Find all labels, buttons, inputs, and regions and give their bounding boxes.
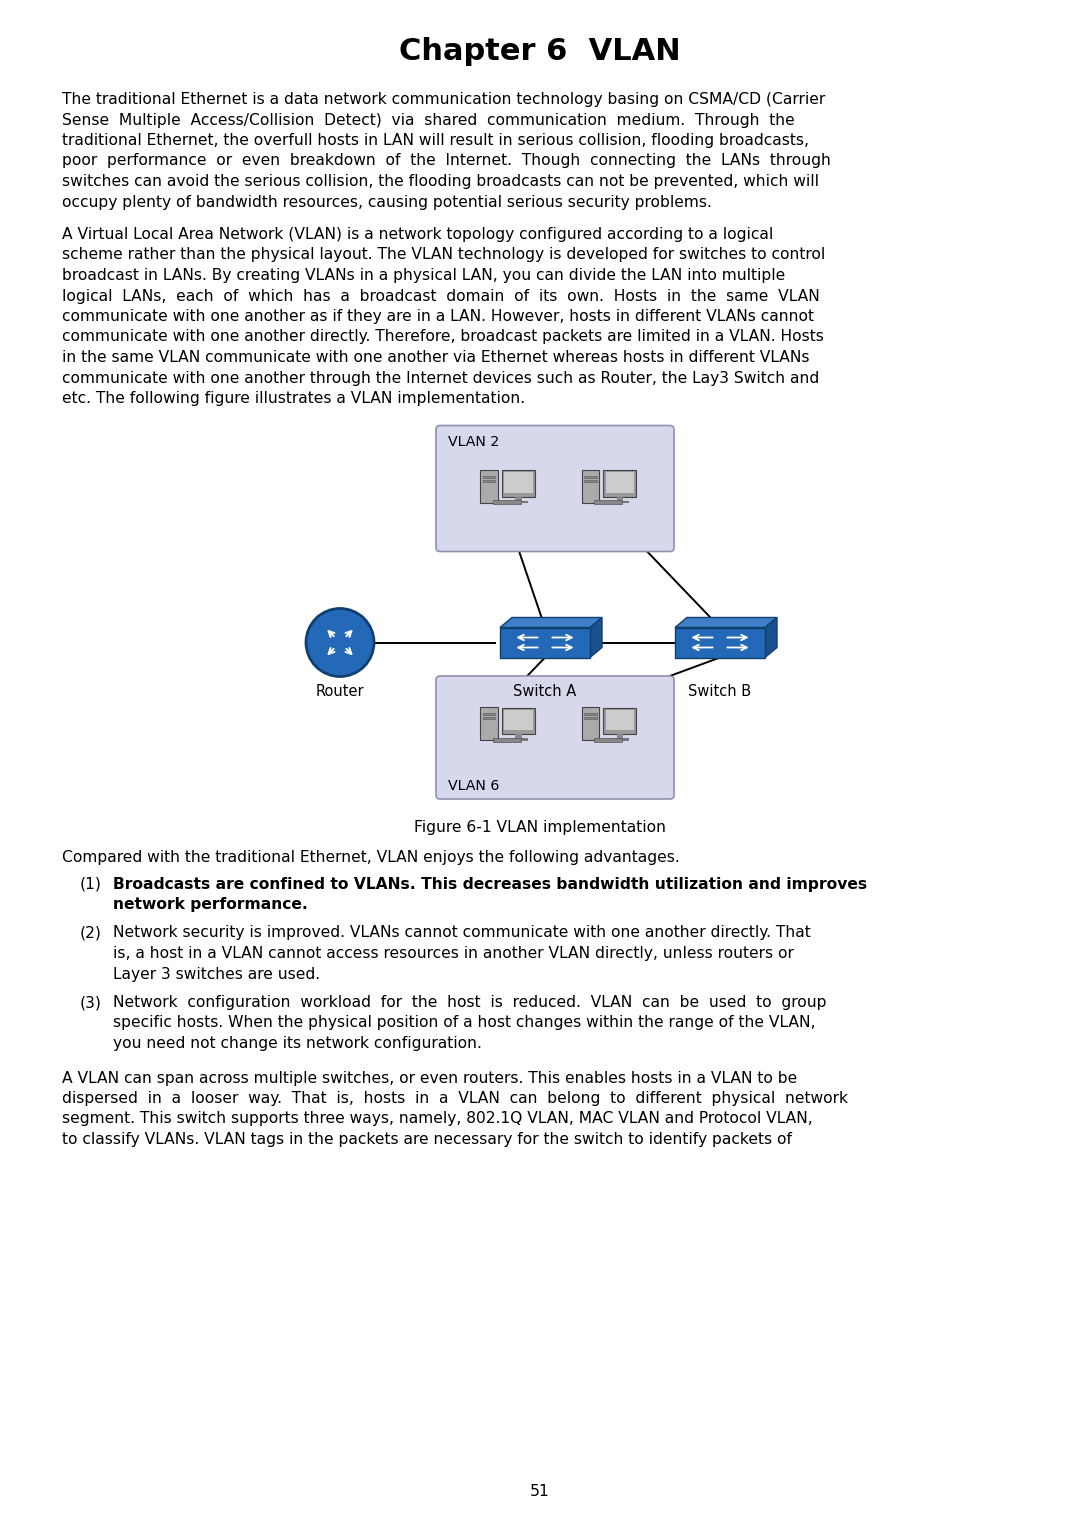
Bar	[510, 501, 528, 504]
Polygon shape	[500, 617, 602, 628]
Bar	[492, 738, 521, 742]
Bar	[606, 472, 634, 493]
Bar	[483, 718, 496, 719]
Circle shape	[306, 608, 374, 676]
Bar	[502, 470, 536, 496]
Bar	[594, 501, 622, 504]
Text: Router: Router	[315, 684, 364, 699]
Text: Figure 6-1 VLAN implementation: Figure 6-1 VLAN implementation	[414, 820, 666, 835]
Text: Network  configuration  workload  for  the  host  is  reduced.  VLAN  can  be  u: Network configuration workload for the h…	[113, 996, 826, 1009]
FancyBboxPatch shape	[436, 676, 674, 799]
Polygon shape	[675, 617, 777, 628]
Text: scheme rather than the physical layout. The VLAN technology is developed for swi: scheme rather than the physical layout. …	[62, 247, 825, 263]
Bar	[582, 470, 599, 502]
Text: logical  LANs,  each  of  which  has  a  broadcast  domain  of  its  own.  Hosts: logical LANs, each of which has a broadc…	[62, 289, 820, 304]
Polygon shape	[590, 617, 602, 658]
Bar	[584, 479, 596, 483]
Bar	[481, 470, 498, 502]
Polygon shape	[675, 628, 765, 658]
Text: Chapter 6  VLAN: Chapter 6 VLAN	[400, 37, 680, 66]
Bar	[582, 707, 599, 741]
Polygon shape	[500, 628, 590, 658]
Text: is, a host in a VLAN cannot access resources in another VLAN directly, unless ro: is, a host in a VLAN cannot access resou…	[113, 947, 794, 960]
Text: to classify VLANs. VLAN tags in the packets are necessary for the switch to iden: to classify VLANs. VLAN tags in the pack…	[62, 1132, 792, 1147]
Text: in the same VLAN communicate with one another via Ethernet whereas hosts in diff: in the same VLAN communicate with one an…	[62, 350, 810, 365]
Text: segment. This switch supports three ways, namely, 802.1Q VLAN, MAC VLAN and Prot: segment. This switch supports three ways…	[62, 1112, 813, 1127]
Bar	[584, 718, 596, 719]
Bar	[604, 470, 636, 496]
Text: Broadcasts are confined to VLANs. This decreases bandwidth utilization and impro: Broadcasts are confined to VLANs. This d…	[113, 876, 867, 892]
Text: communicate with one another as if they are in a LAN. However, hosts in differen: communicate with one another as if they …	[62, 308, 814, 324]
Bar	[606, 710, 634, 730]
Bar	[502, 707, 536, 734]
Bar	[611, 739, 629, 741]
Text: Compared with the traditional Ethernet, VLAN enjoys the following advantages.: Compared with the traditional Ethernet, …	[62, 851, 679, 864]
Text: network performance.: network performance.	[113, 896, 308, 912]
Text: communicate with one another through the Internet devices such as Router, the La: communicate with one another through the…	[62, 371, 820, 385]
Text: occupy plenty of bandwidth resources, causing potential serious security problem: occupy plenty of bandwidth resources, ca…	[62, 194, 712, 209]
Bar	[584, 476, 596, 478]
Polygon shape	[765, 617, 777, 658]
FancyBboxPatch shape	[436, 426, 674, 551]
Text: dispersed  in  a  looser  way.  That  is,  hosts  in  a  VLAN  can  belong  to  : dispersed in a looser way. That is, host…	[62, 1090, 848, 1106]
Bar	[617, 496, 623, 501]
Bar	[515, 734, 522, 739]
Text: communicate with one another directly. Therefore, broadcast packets are limited : communicate with one another directly. T…	[62, 330, 824, 345]
Text: specific hosts. When the physical position of a host changes within the range of: specific hosts. When the physical positi…	[113, 1015, 815, 1031]
Text: poor  performance  or  even  breakdown  of  the  Internet.  Though  connecting  : poor performance or even breakdown of th…	[62, 154, 831, 168]
Text: A Virtual Local Area Network (VLAN) is a network topology configured according t: A Virtual Local Area Network (VLAN) is a…	[62, 228, 773, 241]
Bar	[481, 707, 498, 741]
Bar	[504, 472, 532, 493]
Text: broadcast in LANs. By creating VLANs in a physical LAN, you can divide the LAN i: broadcast in LANs. By creating VLANs in …	[62, 269, 785, 282]
Bar	[584, 713, 596, 716]
Text: traditional Ethernet, the overfull hosts in LAN will result in serious collision: traditional Ethernet, the overfull hosts…	[62, 133, 809, 148]
Bar	[611, 501, 629, 504]
Text: A VLAN can span across multiple switches, or even routers. This enables hosts in: A VLAN can span across multiple switches…	[62, 1070, 797, 1086]
Text: Layer 3 switches are used.: Layer 3 switches are used.	[113, 967, 320, 982]
Bar	[483, 479, 496, 483]
Text: Switch A: Switch A	[513, 684, 577, 699]
Bar	[504, 710, 532, 730]
Bar	[483, 713, 496, 716]
Bar	[483, 476, 496, 478]
Text: 51: 51	[530, 1484, 550, 1500]
Text: The traditional Ethernet is a data network communication technology basing on CS: The traditional Ethernet is a data netwo…	[62, 92, 825, 107]
Text: Switch B: Switch B	[688, 684, 752, 699]
Bar	[604, 707, 636, 734]
Text: VLAN 6: VLAN 6	[448, 779, 499, 793]
Text: (3): (3)	[80, 996, 102, 1009]
Bar	[617, 734, 623, 739]
Text: you need not change its network configuration.: you need not change its network configur…	[113, 1035, 482, 1051]
Text: (2): (2)	[80, 925, 102, 941]
Text: etc. The following figure illustrates a VLAN implementation.: etc. The following figure illustrates a …	[62, 391, 525, 406]
Bar	[515, 496, 522, 501]
Bar	[492, 501, 521, 504]
Text: switches can avoid the serious collision, the flooding broadcasts can not be pre: switches can avoid the serious collision…	[62, 174, 819, 189]
Text: Network security is improved. VLANs cannot communicate with one another directly: Network security is improved. VLANs cann…	[113, 925, 811, 941]
Bar	[594, 738, 622, 742]
Bar	[510, 739, 528, 741]
Text: (1): (1)	[80, 876, 102, 892]
Text: Sense  Multiple  Access/Collision  Detect)  via  shared  communication  medium. : Sense Multiple Access/Collision Detect) …	[62, 113, 795, 127]
Text: VLAN 2: VLAN 2	[448, 435, 499, 449]
